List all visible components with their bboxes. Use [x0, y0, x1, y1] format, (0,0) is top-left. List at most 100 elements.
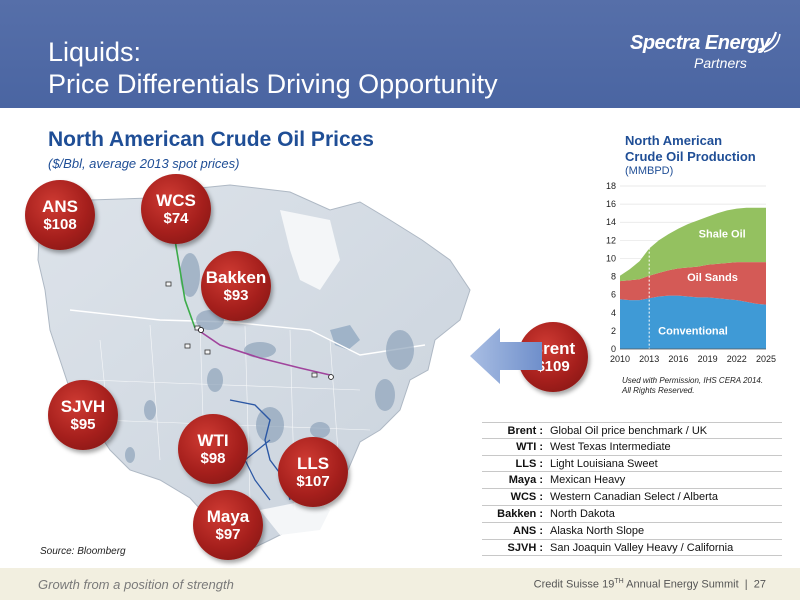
- area-oil-sands: [620, 262, 766, 305]
- legend-desc: Western Canadian Select / Alberta: [550, 491, 718, 504]
- legend-row: Bakken : North Dakota: [482, 506, 782, 523]
- footer-event-post: Annual Energy Summit: [623, 578, 739, 591]
- chart-title-line2: Crude Oil Production: [625, 149, 756, 164]
- legend-desc: West Texas Intermediate: [550, 440, 671, 453]
- y-tick-label: 4: [611, 308, 616, 318]
- x-tick-label: 2013: [639, 354, 659, 364]
- legend-abbr: LLS :: [515, 457, 544, 470]
- y-tick-label: 12: [606, 235, 616, 245]
- area-conventional: [620, 295, 766, 349]
- bubble-name: Maya: [206, 507, 250, 526]
- legend-abbr: Brent :: [507, 425, 543, 437]
- series-label: Oil Sands: [687, 272, 738, 284]
- price-bubble-wti: WTI $98: [178, 414, 248, 484]
- legend-desc: Alaska North Slope: [550, 524, 645, 537]
- bubble-name: LLS: [296, 454, 330, 473]
- bubble-name: WTI: [197, 431, 229, 450]
- hudson-bay: [280, 210, 340, 290]
- chart-note-line1: Used with Permission, IHS CERA 2014.: [622, 376, 764, 385]
- bubble-price: $74: [163, 210, 189, 227]
- legend-row: Maya : Mexican Heavy: [482, 472, 782, 490]
- x-tick-label: 2019: [698, 354, 718, 364]
- legend-row: SJVH : San Joaquin Valley Heavy / Califor…: [482, 540, 782, 557]
- legend-abbr: Maya :: [508, 474, 543, 487]
- spectra-energy-logo: Spectra Energy Partners: [626, 30, 786, 74]
- logo-name: Spectra Energy: [630, 32, 770, 54]
- bubble-price: $109: [536, 358, 570, 375]
- legend-desc: Mexican Heavy: [550, 474, 626, 487]
- legend-abbr: SJVH :: [507, 541, 543, 554]
- legend-abbr: Bakken :: [497, 507, 543, 520]
- footer-event-sup: TH: [614, 578, 624, 585]
- chart-permission-note: Used with Permission, IHS CERA 2014. All…: [622, 376, 763, 396]
- legend-row: ANS : Alaska North Slope: [482, 523, 782, 540]
- legend-row: Brent : Global Oil price benchmark / UK: [482, 422, 782, 439]
- y-tick-label: 6: [611, 290, 616, 300]
- legend-row: LLS : Light Louisiana Sweet: [482, 456, 782, 473]
- area-shale-oil: [620, 207, 766, 282]
- terminal-markers: [165, 281, 318, 378]
- bubble-price: $107: [296, 473, 330, 490]
- price-bubble-ans: ANS $108: [25, 180, 95, 250]
- legend-row: WCS : Western Canadian Select / Alberta: [482, 489, 782, 506]
- legend-abbr: WCS :: [510, 491, 543, 504]
- bubble-name: SJVH: [60, 397, 106, 416]
- series-label: Conventional: [658, 326, 728, 338]
- legend-desc: San Joaquin Valley Heavy / California: [550, 541, 734, 554]
- chart-title-line1: North American: [625, 133, 723, 148]
- bubble-price: $98: [200, 450, 226, 467]
- logo-swoosh-icon: [757, 31, 781, 53]
- page-number: 27: [753, 578, 766, 591]
- bubble-name: ANS: [42, 197, 78, 216]
- footer-separator: |: [744, 578, 748, 591]
- bubble-price: $93: [223, 287, 249, 304]
- footer-event: Credit Suisse 19TH Annual Energy Summit …: [534, 578, 766, 591]
- chart-unit: (MMBPD): [625, 165, 674, 177]
- price-bubble-wcs: WCS $74: [141, 174, 211, 244]
- series-label: Shale Oil: [699, 229, 746, 241]
- basin-areas: [125, 253, 414, 463]
- bubble-name: Bakken: [205, 268, 267, 287]
- hub-marker-east: [328, 374, 334, 380]
- y-tick-label: 16: [606, 199, 616, 209]
- x-tick-label: 2016: [668, 354, 688, 364]
- import-arrow-icon: [470, 328, 542, 384]
- map-graphic: [37, 184, 471, 553]
- x-tick-label: 2010: [610, 354, 630, 364]
- legend-row: WTI : West Texas Intermediate: [482, 439, 782, 456]
- price-bubble-maya: Maya $97: [193, 490, 263, 560]
- legend-abbr: ANS :: [513, 524, 543, 537]
- production-chart-svg: 0 2 4 6 8 10 12 14 16 18 Conventional Oil Sands Shal…: [606, 181, 776, 364]
- x-tick-label: 2022: [727, 354, 747, 364]
- legend-desc: North Dakota: [550, 507, 615, 520]
- gulf-pipeline-branch: [244, 439, 271, 501]
- y-tick-label: 0: [611, 344, 616, 354]
- bakken-pipeline: [197, 329, 331, 376]
- us-canada-border: [69, 309, 426, 356]
- header-band: [0, 0, 800, 108]
- price-bubble-sjvh: SJVH $95: [48, 380, 118, 450]
- y-tick-label: 2: [611, 326, 616, 336]
- hub-marker: [197, 326, 205, 334]
- section-title: North American Crude Oil Prices: [48, 128, 374, 151]
- y-tick-label: 18: [606, 181, 616, 191]
- x-tick-label: 2025: [756, 354, 776, 364]
- slide-title-line2: Price Differentials Driving Opportunity: [48, 69, 498, 99]
- footer-event-pre: Credit Suisse 19: [533, 578, 615, 591]
- north-america-map: [30, 180, 490, 560]
- slide-title: Liquids: Price Differentials Driving Opp…: [48, 36, 608, 100]
- bubble-name: WCS: [156, 191, 196, 210]
- bubble-price: $95: [70, 416, 96, 433]
- chart-title: North American Crude Oil Production: [625, 133, 756, 165]
- legend-abbr: WTI :: [516, 440, 543, 453]
- benchmark-legend-table: Brent : Global Oil price benchmark / UK WT…: [482, 422, 782, 557]
- y-tick-label: 10: [606, 253, 616, 263]
- slide-title-line1: Liquids:: [48, 37, 142, 67]
- y-tick-label: 8: [611, 272, 616, 282]
- legend-desc: Light Louisiana Sweet: [550, 457, 658, 470]
- legend-desc: Global Oil price benchmark / UK: [550, 425, 708, 437]
- bubble-price: $97: [215, 526, 241, 543]
- section-subtitle: ($/Bbl, average 2013 spot prices): [48, 156, 240, 171]
- bubble-price: $108: [43, 216, 77, 233]
